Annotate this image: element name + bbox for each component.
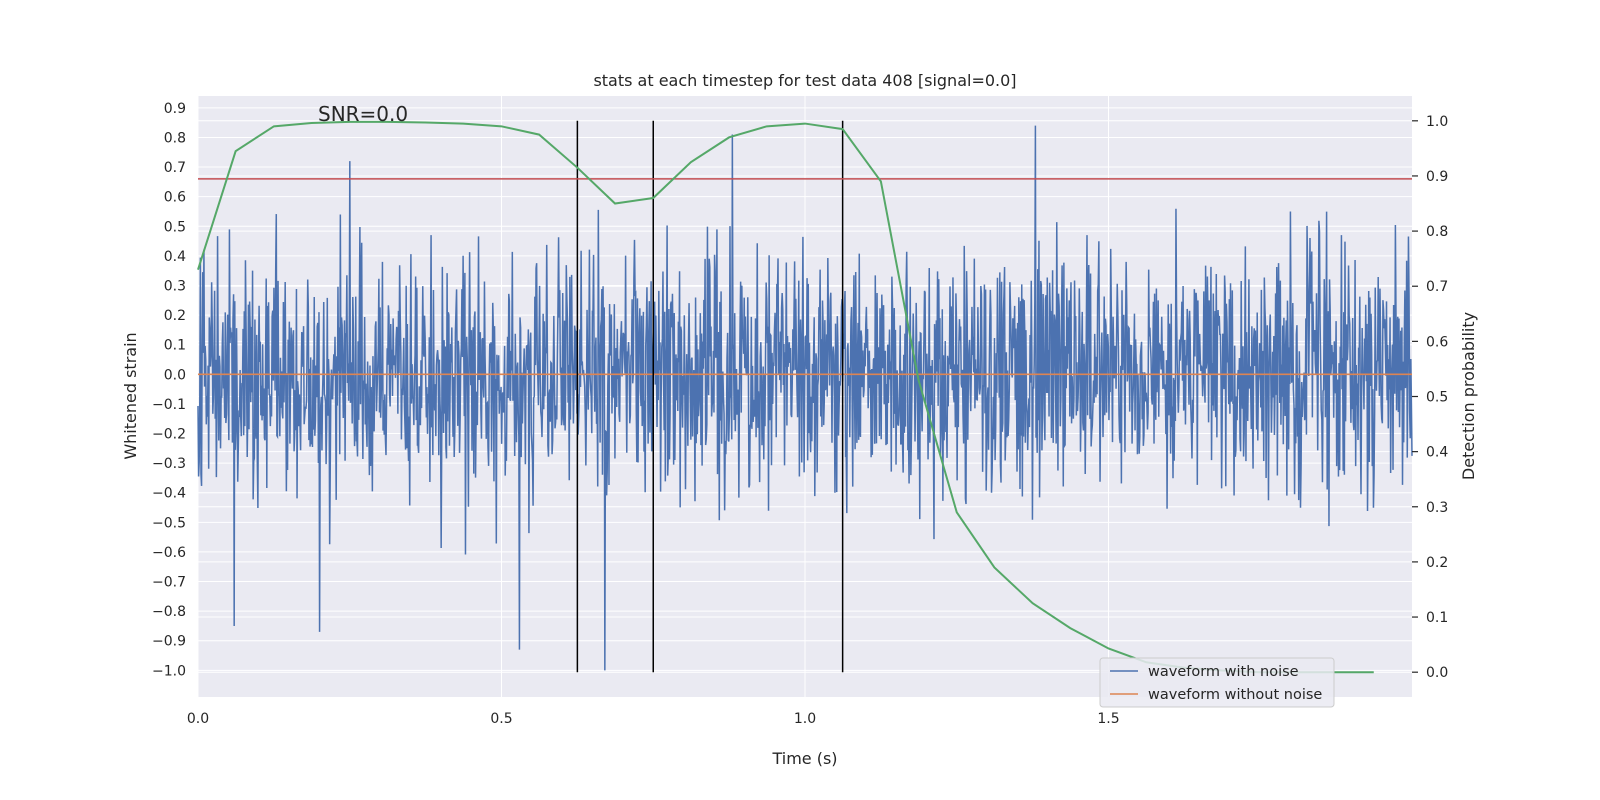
y-tick-label: −0.3 — [152, 456, 186, 472]
y-tick-label: 0.6 — [164, 190, 186, 206]
y2-tick-label: 0.9 — [1426, 169, 1448, 185]
axis-ticks: 0.0 0.5 1.0 1.5 0.9 0.8 0.7 0.6 0.5 0.4 0.3 0.2 0.1 0… — [152, 101, 1448, 727]
x-tick-label: 0.0 — [187, 711, 209, 727]
chart-title: stats at each timestep for test data 408… — [593, 71, 1016, 90]
y-tick-label: −0.6 — [152, 545, 186, 561]
y-tick-label: −0.1 — [152, 397, 186, 413]
y2-tick-label: 0.0 — [1426, 665, 1448, 681]
y-tick-label: 0.3 — [164, 278, 186, 294]
x-tick-label: 1.0 — [794, 711, 816, 727]
vertical-markers — [576, 120, 844, 673]
y2-tick-label: 0.3 — [1426, 500, 1448, 516]
y2-tick-label: 0.1 — [1426, 610, 1448, 626]
x-tick-label: 1.5 — [1097, 711, 1119, 727]
x-axis-label: Time (s) — [771, 749, 837, 768]
y-axis-label: Whitened strain — [121, 332, 140, 459]
legend-label-clean: waveform without noise — [1148, 687, 1322, 703]
y-tick-label: −0.8 — [152, 604, 186, 620]
y2-tick-label: 0.8 — [1426, 224, 1448, 240]
y-tick-label: −0.9 — [152, 634, 186, 650]
y2-tick-label: 0.2 — [1426, 555, 1448, 571]
y-tick-label: 0.5 — [164, 219, 186, 235]
x-tick-label: 0.5 — [490, 711, 512, 727]
waveform-with-noise-series — [197, 125, 1413, 671]
y-tick-label: 0.1 — [164, 338, 186, 354]
y-tick-label: 0.2 — [164, 308, 186, 324]
y-tick-label: −0.2 — [152, 427, 186, 443]
y-tick-label: −1.0 — [152, 663, 186, 679]
y2-axis-label: Detection probability — [1459, 312, 1478, 480]
y-tick-label: 0.8 — [164, 130, 186, 146]
y-tick-label: 0.4 — [164, 249, 186, 265]
y2-tick-label: 0.7 — [1426, 279, 1448, 295]
y2-tick-label: 1.0 — [1426, 114, 1448, 130]
y2-tick-label: 0.4 — [1426, 445, 1448, 461]
snr-annotation: SNR=0.0 — [318, 102, 408, 126]
legend: waveform with noise waveform without noi… — [1099, 657, 1335, 708]
legend-box — [1099, 657, 1335, 708]
legend-label-noise: waveform with noise — [1148, 664, 1299, 680]
y2-tick-label: 0.5 — [1426, 390, 1448, 406]
y-tick-label: −0.7 — [152, 575, 186, 591]
y-tick-label: 0.0 — [164, 367, 186, 383]
y-tick-label: −0.5 — [152, 515, 186, 531]
y-tick-label: 0.9 — [164, 101, 186, 117]
y2-tick-label: 0.6 — [1426, 334, 1448, 350]
y-tick-label: −0.4 — [152, 486, 186, 502]
waveform-with-noise-line — [197, 125, 1413, 671]
y-tick-label: 0.7 — [164, 160, 186, 176]
